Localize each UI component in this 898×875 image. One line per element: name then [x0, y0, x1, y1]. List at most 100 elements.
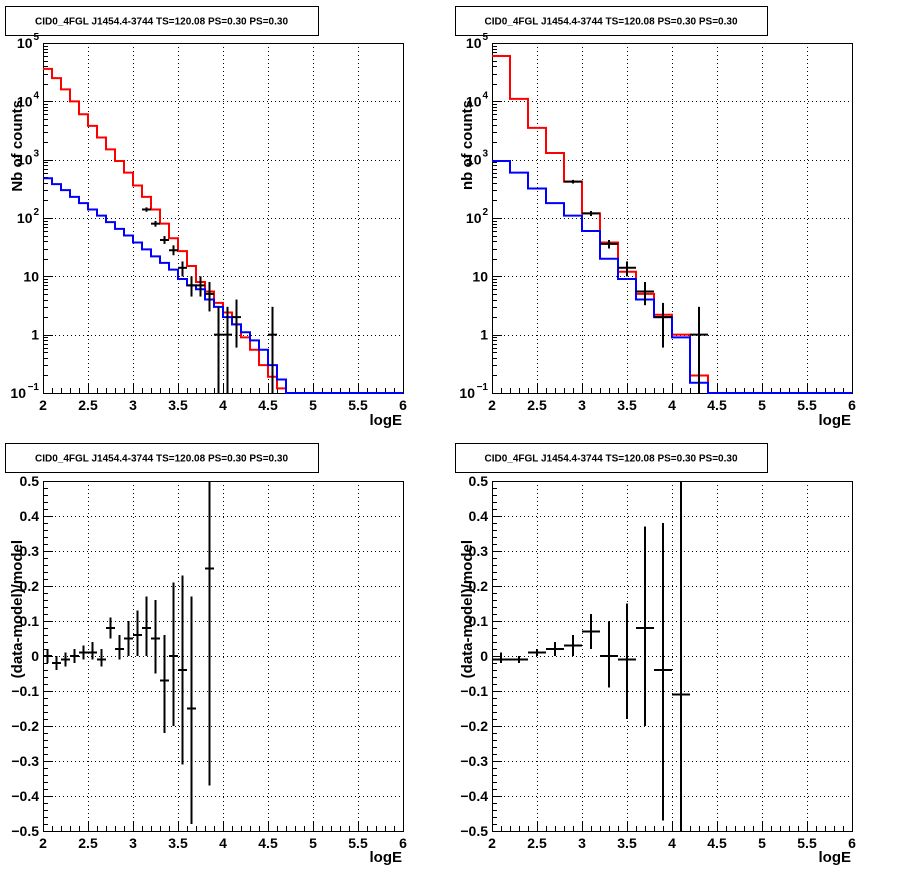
grid-lines: [492, 43, 853, 394]
x-tick-label: 3: [578, 835, 586, 851]
x-tick-label: 4.5: [707, 835, 727, 851]
x-tick-label: 2.5: [78, 397, 98, 413]
data-layer: [492, 54, 852, 394]
x-tick-label: 5.5: [348, 397, 368, 413]
x-tick-label: 2: [488, 397, 496, 413]
x-tick-label: 4: [668, 835, 676, 851]
y-axis-ticks: [43, 43, 53, 394]
chart-panel-4: CID0_4FGL J1454.4-3744 TS=120.08 PS=0.30…: [455, 443, 856, 866]
x-tick-label: 2.5: [527, 835, 547, 851]
x-tick-label: 5.5: [797, 397, 817, 413]
x-tick-label: 3: [578, 397, 586, 413]
x-tick-label: 4.5: [258, 397, 278, 413]
x-tick-label: 2.5: [527, 397, 547, 413]
y-tick-label: 0.3: [469, 543, 489, 559]
chart-panel-2: CID0_4FGL J1454.4-3744 TS=120.08 PS=0.30…: [455, 6, 856, 429]
y-tick-label-base: 10: [17, 35, 33, 51]
x-tick-label: 2: [39, 397, 47, 413]
y-tick-label: −0.2: [11, 718, 39, 734]
y-tick-label-base: 10: [466, 93, 482, 109]
y-tick-label-exponent: 2: [33, 207, 39, 218]
chart-title-box: [5, 6, 319, 36]
y-tick-label: 0.4: [469, 508, 489, 524]
x-tick-label: 6: [848, 835, 856, 851]
x-axis-title: logE: [819, 849, 852, 866]
y-tick-label: 0.4: [20, 508, 40, 524]
y-tick-label: −0.4: [460, 788, 488, 804]
x-tick-label: 6: [399, 397, 407, 413]
y-tick-label: −0.3: [460, 753, 488, 769]
y-tick-label-exponent: −1: [28, 382, 40, 393]
y-tick-label: 0.5: [20, 473, 40, 489]
x-tick-label: 4.5: [707, 397, 727, 413]
y-tick-label: 0.3: [20, 543, 40, 559]
grid-lines: [43, 481, 404, 832]
y-tick-label-exponent: −1: [477, 382, 489, 393]
x-tick-label: 2.5: [78, 835, 98, 851]
y-tick-label: 0.2: [469, 578, 489, 594]
x-tick-label: 6: [848, 397, 856, 413]
histogram-series-2: [43, 177, 403, 394]
data-layer: [492, 481, 690, 831]
x-tick-label: 5: [309, 835, 317, 851]
x-tick-label: 5: [758, 397, 766, 413]
y-axis-title: (data-model)/model: [9, 540, 26, 678]
x-tick-label: 2: [488, 835, 496, 851]
y-tick-label-base: 10: [17, 210, 33, 226]
y-tick-label-base: 10: [466, 35, 482, 51]
y-axis-ticks: [492, 481, 502, 832]
x-tick-label: 4: [668, 397, 676, 413]
chart-title: CID0_4FGL J1454.4-3744 TS=120.08 PS=0.30…: [484, 17, 737, 28]
chart-title: CID0_4FGL J1454.4-3744 TS=120.08 PS=0.30…: [35, 454, 288, 465]
grid-lines: [492, 481, 853, 832]
y-tick-label: 0: [480, 648, 488, 664]
x-axis-title: logE: [370, 849, 403, 866]
y-tick-label: 0.5: [469, 473, 489, 489]
x-tick-label: 3: [129, 397, 137, 413]
x-tick-label: 4: [219, 397, 227, 413]
y-tick-label: 0.1: [469, 613, 489, 629]
x-tick-label: 3.5: [168, 835, 188, 851]
x-tick-label: 3.5: [617, 835, 637, 851]
y-tick-label: 0: [31, 648, 39, 664]
x-axis-ticks: [492, 821, 853, 831]
y-tick-label-exponent: 3: [33, 149, 39, 160]
y-tick-label-base: 10: [17, 93, 33, 109]
x-axis-title: logE: [819, 412, 852, 429]
chart-panel-3: CID0_4FGL J1454.4-3744 TS=120.08 PS=0.30…: [5, 443, 407, 866]
x-tick-label: 5: [758, 835, 766, 851]
y-tick-label: −0.3: [11, 753, 39, 769]
x-tick-label: 6: [399, 835, 407, 851]
data-points-series: [564, 179, 708, 393]
data-layer: [43, 481, 214, 824]
y-axis-ticks: [492, 43, 502, 394]
y-tick-label: −0.1: [11, 683, 39, 699]
x-tick-label: 5.5: [348, 835, 368, 851]
chart-title: CID0_4FGL J1454.4-3744 TS=120.08 PS=0.30…: [484, 454, 737, 465]
x-tick-label: 3: [129, 835, 137, 851]
chart-title: CID0_4FGL J1454.4-3744 TS=120.08 PS=0.30…: [35, 17, 288, 28]
x-axis-title: logE: [370, 412, 403, 429]
histogram-series-2: [492, 159, 852, 394]
y-tick-label: 0.1: [20, 613, 40, 629]
x-tick-label: 2: [39, 835, 47, 851]
y-tick-label-exponent: 5: [33, 32, 39, 43]
chart-title-box: [455, 443, 768, 473]
x-axis-ticks: [492, 383, 853, 393]
y-tick-label: 1: [480, 327, 488, 343]
y-tick-label-exponent: 4: [482, 90, 488, 101]
x-tick-label: 4.5: [258, 835, 278, 851]
y-tick-label-base: 10: [466, 210, 482, 226]
y-tick-label: −0.2: [460, 718, 488, 734]
y-tick-label-exponent: 5: [482, 32, 488, 43]
y-tick-label: −0.5: [460, 823, 488, 839]
grid-lines: [43, 43, 404, 394]
y-tick-label: −0.4: [11, 788, 39, 804]
chart-panel-1: CID0_4FGL J1454.4-3744 TS=120.08 PS=0.30…: [5, 6, 407, 429]
y-tick-label-base: 10: [459, 385, 475, 401]
chart-title-box: [455, 6, 768, 36]
x-axis-ticks: [43, 821, 404, 831]
y-tick-label: −0.5: [11, 823, 39, 839]
y-axis-title: nb of counts: [459, 100, 476, 190]
